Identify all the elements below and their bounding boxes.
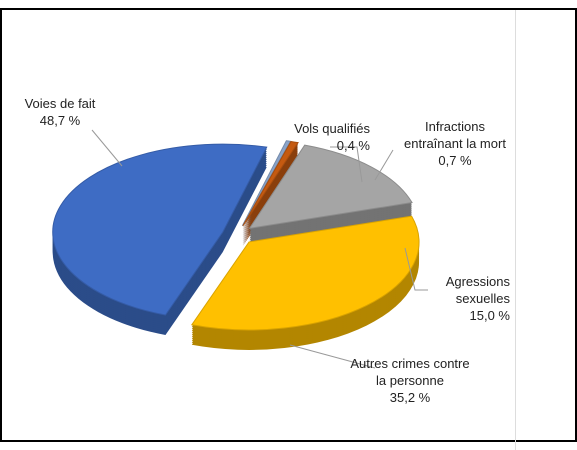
label-name: Voies de fait [24, 96, 96, 111]
frame [0, 8, 577, 442]
data-label: Autres crimes contre la personne 35,2 % [345, 355, 475, 406]
slice [52, 143, 268, 316]
data-label: Infractions entraînant la mort 0,7 % [395, 118, 515, 169]
slice-side [242, 147, 299, 232]
leader-line [330, 146, 363, 183]
leader-line [289, 344, 376, 369]
data-label: Voies de fait 48,7 % [0, 95, 120, 129]
leader-line [374, 149, 394, 181]
label-value: 35,2 % [389, 390, 431, 405]
slice [242, 140, 299, 227]
slice [241, 140, 292, 227]
label-name: Vols qualifiés [294, 121, 370, 136]
slice-side [242, 143, 299, 228]
leader-line [404, 247, 428, 291]
data-label: Vols qualifiés 0,4 % [250, 120, 370, 154]
label-value: 0,4 % [336, 138, 370, 153]
label-value: 15,0 % [469, 308, 510, 323]
data-label: Agressions sexuelles 15,0 % [410, 273, 510, 324]
label-value: 0,7 % [438, 153, 472, 168]
label-value: 48,7 % [39, 113, 81, 128]
separator [515, 10, 516, 450]
slice-side [242, 151, 299, 236]
label-name: Agressions sexuelles [445, 274, 510, 306]
label-name: Autres crimes contre la personne [350, 356, 470, 388]
slice [190, 215, 420, 331]
leader-line [91, 129, 123, 167]
slice [248, 144, 413, 229]
slice-side [242, 149, 299, 234]
slice-side [242, 145, 299, 230]
label-name: Infractions entraînant la mort [404, 119, 506, 151]
